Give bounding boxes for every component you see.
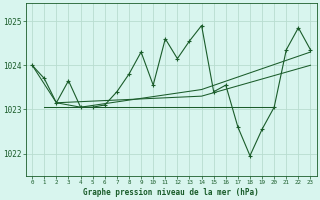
X-axis label: Graphe pression niveau de la mer (hPa): Graphe pression niveau de la mer (hPa) — [84, 188, 259, 197]
